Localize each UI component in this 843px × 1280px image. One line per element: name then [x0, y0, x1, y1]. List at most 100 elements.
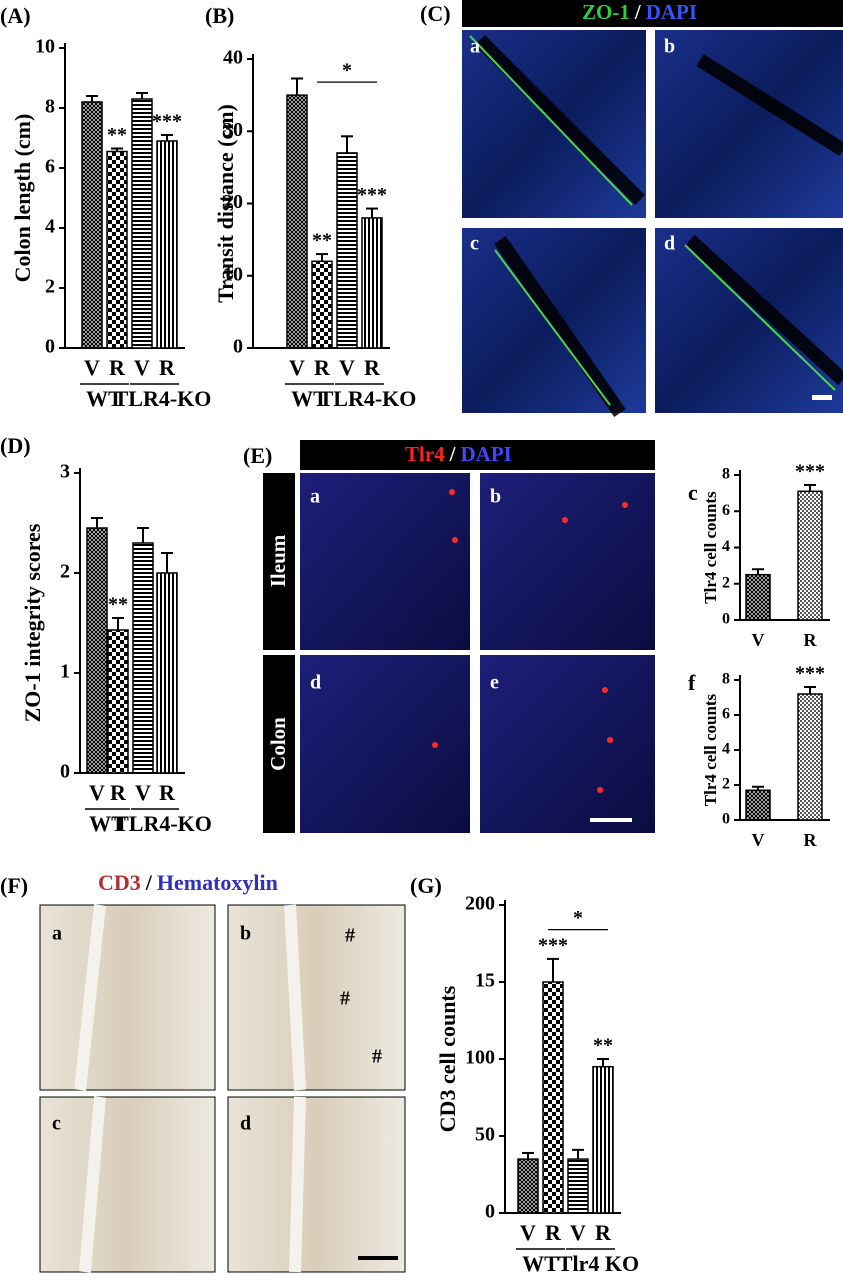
y-tick-label: 0: [233, 336, 243, 358]
bar: [542, 981, 564, 1214]
header-bar: [300, 440, 655, 470]
y-tick-label: 4: [45, 216, 55, 238]
row-bar: [263, 655, 295, 833]
significance: ***: [538, 934, 568, 956]
y-tick-label: 2: [722, 574, 730, 591]
significance: ***: [152, 111, 182, 133]
y-tick-label: 4: [722, 741, 730, 758]
x-tick-label: V: [289, 355, 305, 380]
x-tick-label: R: [314, 355, 331, 380]
bar: [81, 101, 103, 349]
bar: [131, 98, 153, 349]
panel-label: (F): [0, 873, 28, 898]
panel-label: c: [688, 480, 698, 505]
group-label: TLR4-KO: [319, 386, 417, 411]
group-label: WT: [86, 386, 123, 411]
y-tick-label: 0: [60, 761, 70, 783]
header: Tlr4/DAPI: [405, 442, 512, 466]
group-label: WT: [522, 1251, 559, 1276]
row-label: Ileum: [266, 534, 290, 587]
panel-label: (B): [205, 3, 234, 28]
x-tick-label: V: [135, 780, 151, 805]
significance: **: [312, 230, 332, 252]
bar: [286, 94, 308, 349]
header: ZO-1/DAPI: [582, 0, 697, 24]
panel-label: (E): [243, 443, 272, 468]
x-tick-label: R: [364, 355, 381, 380]
panel-label: (C): [420, 1, 451, 26]
svg-text:d: d: [310, 672, 321, 694]
y-axis-label: CD3 cell counts: [435, 985, 460, 1132]
svg-text:d: d: [664, 233, 675, 255]
svg-text:b: b: [490, 486, 501, 508]
y-axis-label: Transit distance (cm): [213, 104, 238, 303]
bar: [797, 490, 823, 621]
group-label: Tlr4 KO: [558, 1251, 639, 1276]
x-tick-label: V: [752, 830, 765, 850]
svg-text:c: c: [470, 233, 479, 255]
y-axis-label: Colon length (cm): [10, 114, 35, 283]
micrographs-e: a b d e: [300, 473, 655, 833]
y-axis-label: ZO-1 integrity scores: [20, 523, 45, 722]
y-tick-label: 10: [35, 36, 55, 58]
y-tick-label: 0: [722, 611, 730, 628]
panel-label: (G): [410, 873, 442, 898]
y-tick-label: 8: [722, 671, 730, 688]
y-tick-label: 20: [223, 191, 243, 213]
x-tick-label: R: [110, 780, 127, 805]
svg-text:c: c: [52, 1113, 61, 1135]
svg-text:#: #: [372, 1046, 382, 1068]
svg-text:#: #: [340, 988, 350, 1010]
bracket-label: *: [573, 907, 583, 929]
svg-text:b: b: [664, 36, 675, 58]
svg-text:a: a: [310, 486, 320, 508]
svg-text:e: e: [490, 672, 499, 694]
y-tick-label: 100: [465, 1047, 495, 1069]
x-tick-label: R: [545, 1220, 562, 1245]
significance: ***: [795, 663, 825, 685]
group-label: TLR4-KO: [114, 386, 212, 411]
bar: [745, 789, 771, 821]
header: CD3/Hematoxylin: [98, 870, 278, 895]
y-tick-label: 6: [722, 502, 730, 519]
y-tick-label: 4: [722, 538, 730, 555]
significance: **: [593, 1035, 613, 1057]
bar: [156, 572, 178, 774]
panel-label: (D): [0, 433, 31, 458]
svg-text:a: a: [52, 923, 62, 945]
panel-label: (A): [0, 3, 31, 28]
row-bar: [263, 473, 295, 650]
header-bar: [462, 0, 843, 27]
y-tick-label: 2: [722, 776, 730, 793]
y-axis-label: Tlr4 cell counts: [701, 693, 720, 806]
svg-text:d: d: [240, 1113, 251, 1135]
significance: **: [108, 594, 128, 616]
group-label: WT: [89, 811, 126, 836]
bar: [106, 150, 128, 349]
bar: [311, 260, 333, 349]
y-tick-label: 2: [45, 276, 55, 298]
x-tick-label: V: [339, 355, 355, 380]
svg-text:b: b: [240, 923, 251, 945]
panel-label: f: [688, 670, 696, 695]
significance: ***: [795, 461, 825, 483]
y-tick-label: 40: [223, 47, 243, 69]
y-axis-label: Tlr4 cell counts: [701, 491, 720, 604]
bar: [156, 140, 178, 349]
y-tick-label: 1: [60, 661, 70, 683]
x-tick-label: R: [595, 1220, 612, 1245]
x-tick-label: R: [804, 830, 818, 850]
y-tick-label: 8: [722, 466, 730, 483]
svg-text:a: a: [470, 36, 480, 58]
group-label: WT: [291, 386, 328, 411]
x-tick-label: V: [134, 355, 150, 380]
y-tick-label: 6: [722, 706, 730, 723]
x-tick-label: R: [159, 355, 176, 380]
y-tick-label: 0: [45, 336, 55, 358]
bar: [517, 1158, 539, 1214]
x-tick-label: V: [520, 1220, 536, 1245]
bar: [107, 629, 129, 774]
y-tick-label: 50: [475, 1124, 495, 1146]
group-label: TLR4-KO: [114, 811, 212, 836]
